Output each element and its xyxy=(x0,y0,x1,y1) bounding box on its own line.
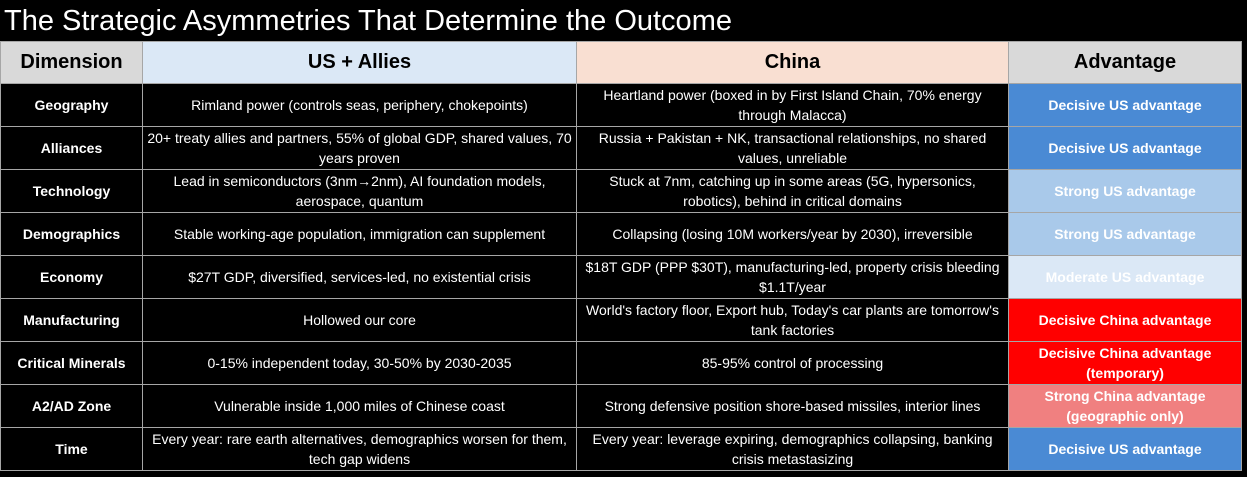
advantage-cell: Decisive US advantage xyxy=(1008,83,1242,127)
table-row: Technology Lead in semiconductors (3nm→2n… xyxy=(0,169,1242,213)
china-cell: 85-95% control of processing xyxy=(576,341,1009,385)
dimension-cell: Technology xyxy=(0,169,143,213)
advantage-cell: Strong US advantage xyxy=(1008,212,1242,256)
header-china: China xyxy=(576,41,1009,84)
table-row: Demographics Stable working-age populatio… xyxy=(0,212,1242,256)
advantage-cell: Strong China advantage (geographic only) xyxy=(1008,384,1242,428)
us-allies-cell: Rimland power (controls seas, periphery,… xyxy=(142,83,577,127)
china-cell: $18T GDP (PPP $30T), manufacturing-led, … xyxy=(576,255,1009,299)
dimension-cell: Critical Minerals xyxy=(0,341,143,385)
table-row: Geography Rimland power (controls seas, p… xyxy=(0,83,1242,127)
dimension-cell: Demographics xyxy=(0,212,143,256)
table-row: Alliances 20+ treaty allies and partners,… xyxy=(0,126,1242,170)
table-row: Economy $27T GDP, diversified, services-l… xyxy=(0,255,1242,299)
asymmetries-table: Dimension US + Allies China Advantage Ge… xyxy=(0,41,1242,471)
china-cell: Collapsing (losing 10M workers/year by 2… xyxy=(576,212,1009,256)
us-allies-cell: Lead in semiconductors (3nm→2nm), AI fou… xyxy=(142,169,577,213)
advantage-cell: Decisive China advantage (temporary) xyxy=(1008,341,1242,385)
china-cell: Heartland power (boxed in by First Islan… xyxy=(576,83,1009,127)
dimension-cell: Time xyxy=(0,427,143,471)
advantage-cell: Strong US advantage xyxy=(1008,169,1242,213)
dimension-cell: A2/AD Zone xyxy=(0,384,143,428)
header-us-allies: US + Allies xyxy=(142,41,577,84)
table-row: Critical Minerals 0-15% independent today… xyxy=(0,341,1242,385)
us-allies-cell: $27T GDP, diversified, services-led, no … xyxy=(142,255,577,299)
dimension-cell: Manufacturing xyxy=(0,298,143,342)
us-allies-cell: 0-15% independent today, 30-50% by 2030-… xyxy=(142,341,577,385)
header-row: Dimension US + Allies China Advantage xyxy=(0,41,1242,84)
table-row: A2/AD Zone Vulnerable inside 1,000 miles … xyxy=(0,384,1242,428)
china-cell: Every year: leverage expiring, demograph… xyxy=(576,427,1009,471)
dimension-cell: Economy xyxy=(0,255,143,299)
us-allies-cell: Vulnerable inside 1,000 miles of Chinese… xyxy=(142,384,577,428)
dimension-cell: Alliances xyxy=(0,126,143,170)
china-cell: Stuck at 7nm, catching up in some areas … xyxy=(576,169,1009,213)
table-row: Time Every year: rare earth alternatives,… xyxy=(0,427,1242,471)
header-advantage: Advantage xyxy=(1008,41,1242,84)
us-allies-cell: Every year: rare earth alternatives, dem… xyxy=(142,427,577,471)
page-title: The Strategic Asymmetries That Determine… xyxy=(4,5,732,37)
advantage-cell: Decisive US advantage xyxy=(1008,427,1242,471)
table-row: Manufacturing Hollowed our core World's fa… xyxy=(0,298,1242,342)
us-allies-cell: Stable working-age population, immigrati… xyxy=(142,212,577,256)
us-allies-cell: Hollowed our core xyxy=(142,298,577,342)
table-body: Geography Rimland power (controls seas, p… xyxy=(0,83,1242,471)
dimension-cell: Geography xyxy=(0,83,143,127)
advantage-cell: Decisive China advantage xyxy=(1008,298,1242,342)
china-cell: World's factory floor, Export hub, Today… xyxy=(576,298,1009,342)
china-cell: Russia + Pakistan + NK, transactional re… xyxy=(576,126,1009,170)
us-allies-cell: 20+ treaty allies and partners, 55% of g… xyxy=(142,126,577,170)
advantage-cell: Decisive US advantage xyxy=(1008,126,1242,170)
china-cell: Strong defensive position shore-based mi… xyxy=(576,384,1009,428)
header-dimension: Dimension xyxy=(0,41,143,84)
advantage-cell: Moderate US advantage xyxy=(1008,255,1242,299)
